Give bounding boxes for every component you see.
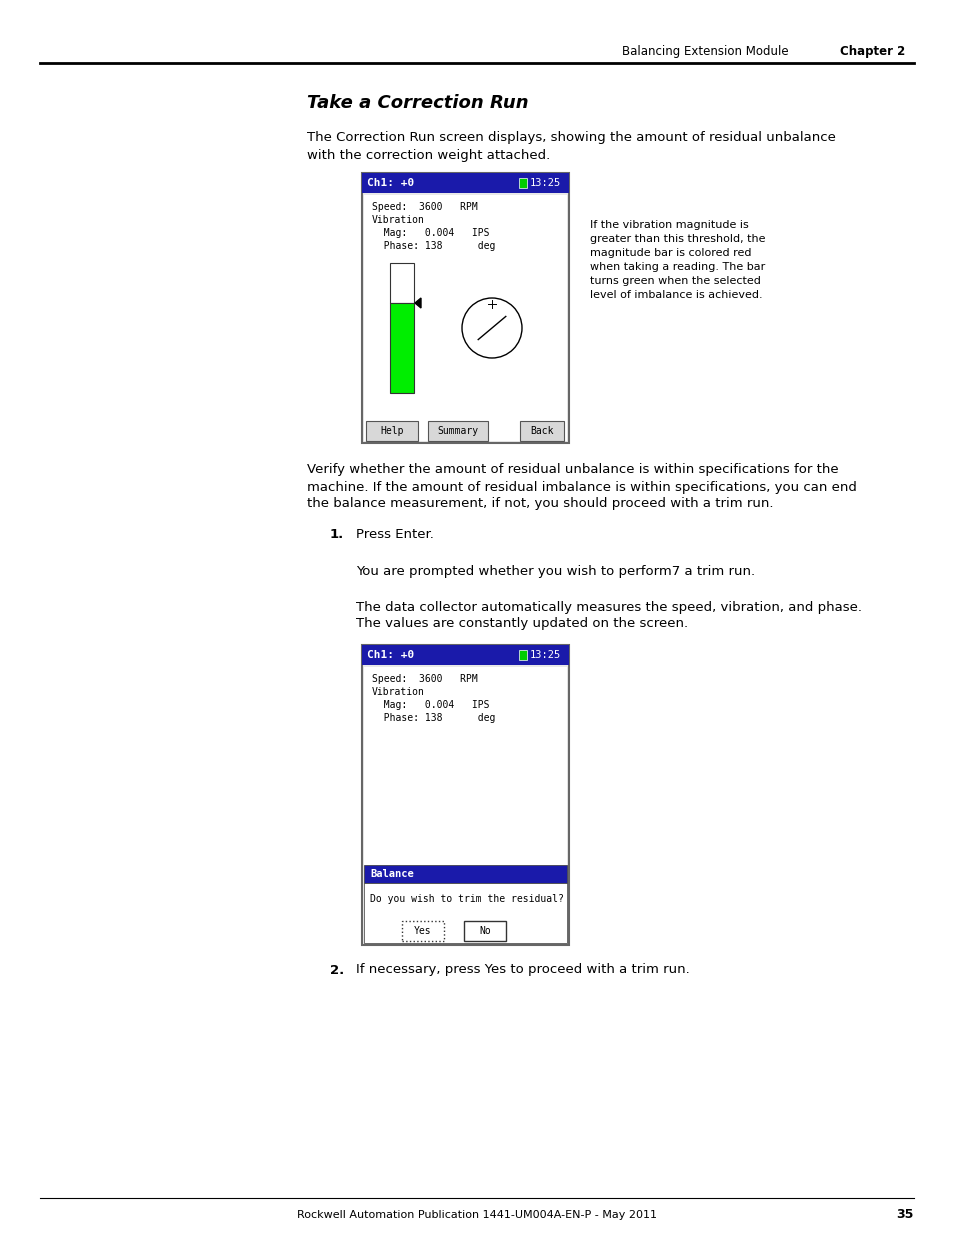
Text: If the vibration magnitude is: If the vibration magnitude is bbox=[589, 220, 748, 230]
Text: machine. If the amount of residual imbalance is within specifications, you can e: machine. If the amount of residual imbal… bbox=[307, 480, 856, 494]
Text: Verify whether the amount of residual unbalance is within specifications for the: Verify whether the amount of residual un… bbox=[307, 463, 838, 477]
Text: with the correction weight attached.: with the correction weight attached. bbox=[307, 149, 550, 163]
Text: Take a Correction Run: Take a Correction Run bbox=[307, 94, 528, 112]
Text: greater than this threshold, the: greater than this threshold, the bbox=[589, 233, 764, 245]
Text: Phase: 138      deg: Phase: 138 deg bbox=[372, 241, 495, 251]
Bar bbox=[518, 178, 526, 188]
Text: Summary: Summary bbox=[437, 426, 478, 436]
Text: Ch1: +0: Ch1: +0 bbox=[367, 650, 414, 659]
Text: Vibration: Vibration bbox=[372, 687, 424, 697]
Polygon shape bbox=[415, 298, 420, 308]
Bar bbox=[364, 195, 566, 441]
Bar bbox=[361, 645, 568, 945]
Text: 13:25: 13:25 bbox=[530, 650, 560, 659]
Text: the balance measurement, if not, you should proceed with a trim run.: the balance measurement, if not, you sho… bbox=[307, 498, 773, 510]
Bar bbox=[364, 667, 566, 944]
Text: Mag:   0.004   IPS: Mag: 0.004 IPS bbox=[372, 700, 489, 710]
Text: Speed:  3600   RPM: Speed: 3600 RPM bbox=[372, 203, 477, 212]
Bar bbox=[361, 645, 568, 664]
Bar bbox=[364, 883, 566, 944]
Bar bbox=[518, 650, 526, 659]
Bar bbox=[361, 173, 568, 443]
Text: Vibration: Vibration bbox=[372, 215, 424, 225]
Text: level of imbalance is achieved.: level of imbalance is achieved. bbox=[589, 290, 761, 300]
Bar bbox=[519, 421, 563, 441]
Text: The values are constantly updated on the screen.: The values are constantly updated on the… bbox=[355, 618, 687, 631]
Bar bbox=[366, 421, 417, 441]
Bar bbox=[463, 921, 505, 941]
Text: 2.: 2. bbox=[330, 963, 344, 977]
Text: Balancing Extension Module: Balancing Extension Module bbox=[621, 46, 788, 58]
Text: Balance: Balance bbox=[370, 869, 414, 879]
Text: Phase: 138      deg: Phase: 138 deg bbox=[372, 713, 495, 722]
Text: 35: 35 bbox=[896, 1209, 913, 1221]
Text: Yes: Yes bbox=[414, 926, 432, 936]
Text: The data collector automatically measures the speed, vibration, and phase.: The data collector automatically measure… bbox=[355, 600, 862, 614]
Text: 1.: 1. bbox=[330, 529, 344, 541]
Bar bbox=[428, 421, 488, 441]
Text: If necessary, press Yes to proceed with a trim run.: If necessary, press Yes to proceed with … bbox=[355, 963, 689, 977]
Text: The Correction Run screen displays, showing the amount of residual unbalance: The Correction Run screen displays, show… bbox=[307, 131, 835, 144]
Text: Chapter 2: Chapter 2 bbox=[840, 46, 904, 58]
Text: Press Enter.: Press Enter. bbox=[355, 529, 434, 541]
Text: Do you wish to trim the residual?: Do you wish to trim the residual? bbox=[370, 894, 563, 904]
Text: You are prompted whether you wish to perform7 a trim run.: You are prompted whether you wish to per… bbox=[355, 566, 755, 578]
Circle shape bbox=[461, 298, 521, 358]
Text: Rockwell Automation Publication 1441-UM004A-EN-P - May 2011: Rockwell Automation Publication 1441-UM0… bbox=[296, 1210, 657, 1220]
Bar bbox=[401, 921, 443, 941]
Text: Help: Help bbox=[380, 426, 403, 436]
Text: Speed:  3600   RPM: Speed: 3600 RPM bbox=[372, 674, 477, 684]
Bar bbox=[390, 303, 414, 393]
Text: No: No bbox=[478, 926, 491, 936]
Bar bbox=[390, 263, 414, 303]
Text: Back: Back bbox=[530, 426, 553, 436]
Text: when taking a reading. The bar: when taking a reading. The bar bbox=[589, 262, 764, 272]
Text: Ch1: +0: Ch1: +0 bbox=[367, 178, 414, 188]
Bar bbox=[364, 864, 566, 883]
Text: 13:25: 13:25 bbox=[530, 178, 560, 188]
Text: magnitude bar is colored red: magnitude bar is colored red bbox=[589, 248, 751, 258]
Bar bbox=[361, 173, 568, 193]
Text: Mag:   0.004   IPS: Mag: 0.004 IPS bbox=[372, 228, 489, 238]
Text: turns green when the selected: turns green when the selected bbox=[589, 275, 760, 287]
